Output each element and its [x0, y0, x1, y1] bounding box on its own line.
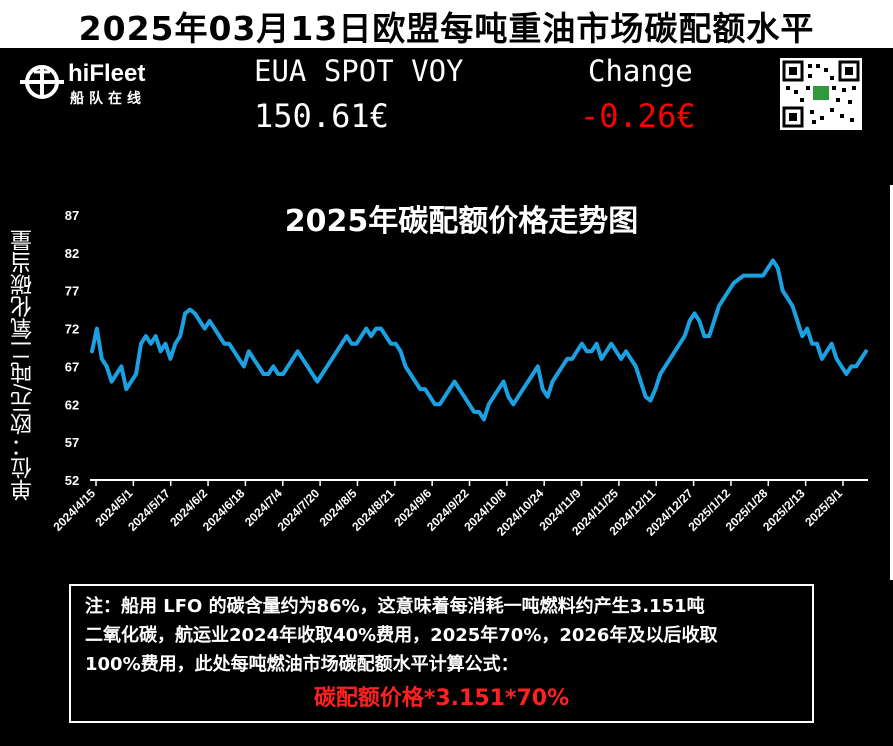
eua-spot-label: EUA SPOT VOY — [254, 54, 464, 88]
chart-panel — [0, 185, 893, 580]
hifleet-logo: hiFleet 船队在线 — [18, 58, 168, 107]
chart-title: 2025年碳配额价格走势图 — [284, 204, 639, 239]
note-line: 注：船用 LFO 的碳含量约为86%，这意味着每消耗一吨燃料约产生3.151吨 — [85, 596, 705, 617]
x-tick-label: 2025/3/1 — [802, 486, 845, 529]
y-tick-label: 72 — [65, 322, 79, 337]
change-label: Change — [588, 54, 693, 88]
y-tick-label: 82 — [65, 246, 79, 261]
note-box: 注：船用 LFO 的碳含量约为86%，这意味着每消耗一吨燃料约产生3.151吨 … — [69, 584, 814, 723]
price-series-line — [90, 258, 868, 422]
y-tick-label: 67 — [65, 359, 79, 374]
y-tick-label: 57 — [65, 435, 79, 450]
note-line: 100%费用，此处每吨燃油市场碳配额水平计算公式： — [85, 654, 519, 675]
change-value: -0.26€ — [580, 97, 696, 135]
logo-wordmark: hiFleet — [68, 60, 146, 87]
note-formula: 碳配额价格*3.151*70% — [313, 686, 570, 711]
eua-spot-value: 150.61€ — [254, 97, 389, 135]
qr-code-icon — [780, 58, 862, 130]
y-tick-label: 77 — [65, 284, 79, 299]
logo-subtitle: 船队在线 — [70, 91, 146, 107]
y-tick-label: 87 — [65, 208, 79, 223]
title-bar — [0, 0, 893, 48]
y-tick-label: 52 — [65, 473, 79, 488]
price-trend-chart: 52576267727782872024/4/152024/5/12024/5/… — [50, 208, 868, 539]
y-tick-label: 62 — [65, 397, 79, 412]
x-tick-label: 2024/4/15 — [50, 486, 98, 534]
note-line: 二氧化碳，航运业2024年收取40%费用，2025年70%，2026年及以后收取 — [85, 625, 718, 646]
ship-wheel-icon — [20, 65, 64, 99]
page-title: 2025年03月13日欧盟每吨重油市场碳配额水平 — [78, 9, 815, 48]
note-text: 注：船用 LFO 的碳含量约为86%，这意味着每消耗一吨燃料约产生3.151吨 … — [85, 592, 805, 679]
